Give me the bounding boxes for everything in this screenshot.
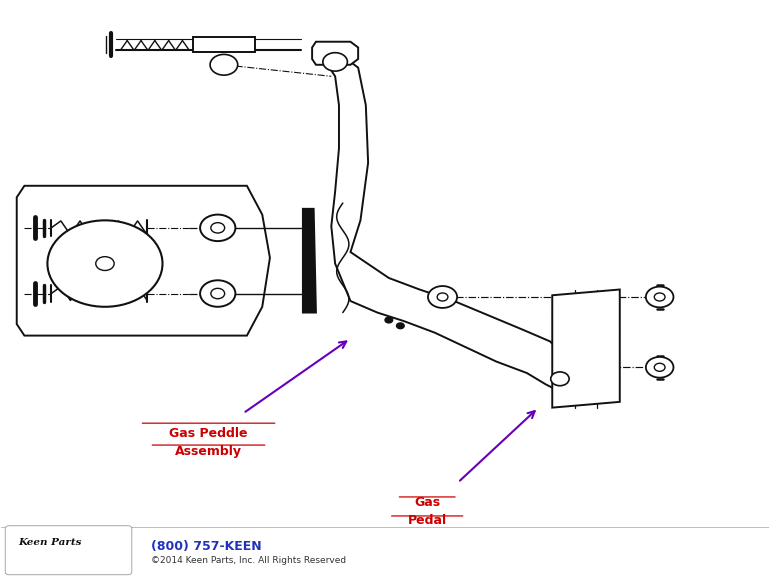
Circle shape bbox=[200, 215, 236, 241]
Text: Gas Peddle
Assembly: Gas Peddle Assembly bbox=[169, 427, 248, 457]
Circle shape bbox=[654, 293, 665, 301]
Circle shape bbox=[646, 287, 674, 307]
Circle shape bbox=[211, 288, 225, 299]
Text: (800) 757-KEEN: (800) 757-KEEN bbox=[151, 540, 262, 553]
Polygon shape bbox=[552, 290, 620, 408]
Circle shape bbox=[428, 286, 457, 308]
Circle shape bbox=[95, 256, 114, 270]
Polygon shape bbox=[303, 209, 316, 313]
Circle shape bbox=[397, 323, 404, 329]
Circle shape bbox=[551, 372, 569, 386]
Circle shape bbox=[437, 293, 448, 301]
Text: ©2014 Keen Parts, Inc. All Rights Reserved: ©2014 Keen Parts, Inc. All Rights Reserv… bbox=[151, 556, 346, 565]
Text: Gas
Pedal: Gas Pedal bbox=[407, 496, 447, 527]
Text: Keen Parts: Keen Parts bbox=[18, 538, 82, 547]
Polygon shape bbox=[312, 42, 358, 65]
Polygon shape bbox=[320, 62, 571, 390]
Circle shape bbox=[654, 363, 665, 371]
Circle shape bbox=[211, 223, 225, 233]
Circle shape bbox=[323, 53, 347, 71]
Circle shape bbox=[385, 317, 393, 323]
Circle shape bbox=[210, 54, 238, 75]
Circle shape bbox=[200, 280, 236, 307]
FancyBboxPatch shape bbox=[5, 526, 132, 575]
Circle shape bbox=[48, 221, 162, 307]
Polygon shape bbox=[193, 37, 255, 52]
Polygon shape bbox=[17, 186, 270, 336]
Circle shape bbox=[646, 357, 674, 378]
